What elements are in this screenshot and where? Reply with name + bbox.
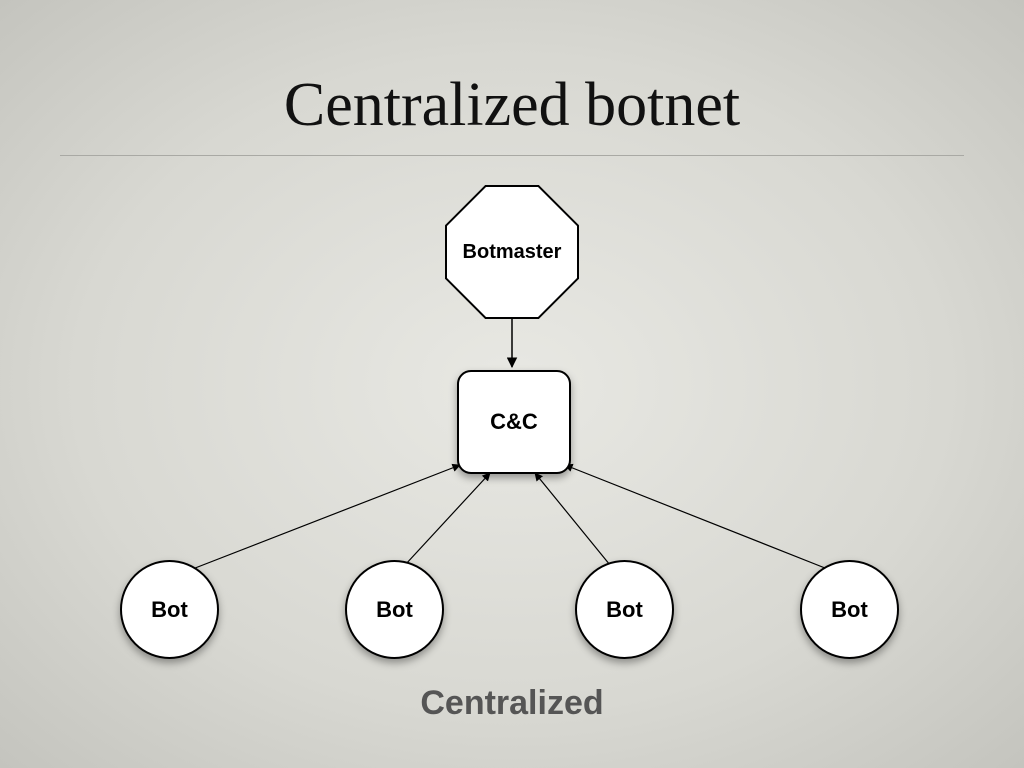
slide: Centralized botnet Botmaster C&C Bot Bo	[0, 0, 1024, 768]
edge	[405, 473, 490, 565]
node-label: Botmaster	[463, 241, 562, 264]
slide-caption: Centralized	[0, 684, 1024, 723]
node-bot-1: Bot	[120, 560, 219, 659]
edge	[190, 465, 460, 570]
node-label: C&C	[490, 409, 538, 435]
title-underline	[60, 155, 964, 156]
node-label: Bot	[151, 597, 188, 623]
node-botmaster: Botmaster	[445, 185, 579, 319]
node-cc: C&C	[457, 370, 571, 474]
slide-title: Centralized botnet	[0, 70, 1024, 141]
node-label: Bot	[831, 597, 868, 623]
edge	[535, 473, 610, 565]
node-label: Bot	[606, 597, 643, 623]
botnet-diagram: Botmaster C&C Bot Bot Bot Bot	[0, 165, 1024, 685]
edge	[565, 465, 830, 570]
node-bot-2: Bot	[345, 560, 444, 659]
node-bot-4: Bot	[800, 560, 899, 659]
node-label: Bot	[376, 597, 413, 623]
node-bot-3: Bot	[575, 560, 674, 659]
